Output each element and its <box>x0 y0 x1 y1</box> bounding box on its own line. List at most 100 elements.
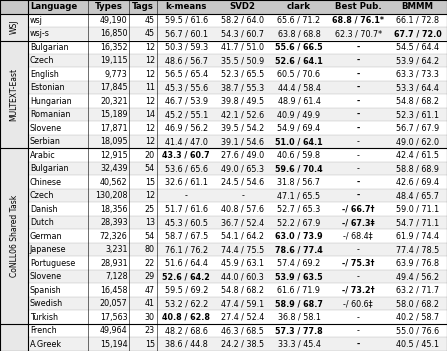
Text: 38.7 / 55.3: 38.7 / 55.3 <box>221 83 264 92</box>
Text: 15: 15 <box>145 340 155 349</box>
Text: Swedish: Swedish <box>30 299 63 308</box>
Text: 59.5 / 61.6: 59.5 / 61.6 <box>164 16 208 25</box>
Text: 41: 41 <box>145 299 155 308</box>
Text: 12: 12 <box>145 124 155 133</box>
Text: 48.2 / 68.6: 48.2 / 68.6 <box>165 326 208 335</box>
Text: -: - <box>357 245 359 254</box>
Text: 76.1 / 76.2: 76.1 / 76.2 <box>164 245 208 254</box>
Text: 49.0 / 65.3: 49.0 / 65.3 <box>221 164 264 173</box>
Text: 40,562: 40,562 <box>100 178 128 187</box>
Text: 57.4 / 69.2: 57.4 / 69.2 <box>277 259 320 268</box>
Text: 39.1 / 54.6: 39.1 / 54.6 <box>221 137 264 146</box>
Text: -: - <box>357 340 360 349</box>
Text: 42.4 / 61.5: 42.4 / 61.5 <box>396 151 439 160</box>
Text: SVD2: SVD2 <box>230 2 256 11</box>
Text: 52.6 / 64.1: 52.6 / 64.1 <box>275 56 323 65</box>
Text: 24.2 / 38.5: 24.2 / 38.5 <box>221 340 264 349</box>
Text: 51.7 / 61.6: 51.7 / 61.6 <box>165 205 208 214</box>
Text: -: - <box>357 151 359 160</box>
Text: 33.3 / 45.4: 33.3 / 45.4 <box>278 340 320 349</box>
Text: -: - <box>357 110 360 119</box>
Text: 12: 12 <box>145 137 155 146</box>
Text: 59.5 / 69.2: 59.5 / 69.2 <box>164 286 208 295</box>
Text: 59.0 / 71.1: 59.0 / 71.1 <box>396 205 439 214</box>
Text: -/ 67.3‡: -/ 67.3‡ <box>342 218 375 227</box>
Text: 55.0 / 76.6: 55.0 / 76.6 <box>396 326 439 335</box>
Text: BMMM: BMMM <box>401 2 434 11</box>
Text: 44.4 / 58.4: 44.4 / 58.4 <box>278 83 320 92</box>
Text: 31.8 / 56.7: 31.8 / 56.7 <box>278 178 320 187</box>
Text: 53.9 / 64.2: 53.9 / 64.2 <box>396 56 439 65</box>
Text: 40.6 / 59.8: 40.6 / 59.8 <box>278 151 320 160</box>
Text: 12,915: 12,915 <box>100 151 128 160</box>
Text: 58.2 / 64.0: 58.2 / 64.0 <box>221 16 264 25</box>
Text: 58.7 / 67.5: 58.7 / 67.5 <box>164 232 208 241</box>
Text: 54: 54 <box>145 232 155 241</box>
Text: 130,208: 130,208 <box>95 191 128 200</box>
Text: -: - <box>357 70 360 79</box>
Text: Danish: Danish <box>30 205 58 214</box>
Text: 60.5 / 70.6: 60.5 / 70.6 <box>278 70 320 79</box>
Text: 48.9 / 61.4: 48.9 / 61.4 <box>278 97 320 106</box>
Text: 45.3 / 60.5: 45.3 / 60.5 <box>165 218 208 227</box>
Text: 49,190: 49,190 <box>100 16 128 25</box>
Text: 52.3 / 65.5: 52.3 / 65.5 <box>221 70 264 79</box>
Text: Arabic: Arabic <box>30 151 56 160</box>
Text: 45.9 / 63.1: 45.9 / 63.1 <box>221 259 264 268</box>
Text: 51.6 / 64.4: 51.6 / 64.4 <box>165 259 208 268</box>
Bar <box>28 27 447 40</box>
Text: Language: Language <box>30 2 77 11</box>
Text: German: German <box>30 232 63 241</box>
Text: 68.8 / 76.1*: 68.8 / 76.1* <box>332 16 384 25</box>
Text: 80: 80 <box>145 245 155 254</box>
Text: 61.9 / 74.4: 61.9 / 74.4 <box>396 232 439 241</box>
Bar <box>28 162 447 176</box>
Bar <box>28 67 447 81</box>
Text: 78.6 / 77.4: 78.6 / 77.4 <box>275 245 323 254</box>
Text: 67.7 / 72.0: 67.7 / 72.0 <box>393 29 441 38</box>
Text: 7,128: 7,128 <box>105 272 128 281</box>
Text: 65.6 / 71.2: 65.6 / 71.2 <box>278 16 320 25</box>
Bar <box>28 13 447 27</box>
Text: -/ 68.4‡: -/ 68.4‡ <box>343 232 373 241</box>
Text: -: - <box>241 191 244 200</box>
Text: -: - <box>357 83 360 92</box>
Text: 45: 45 <box>145 29 155 38</box>
Text: MULTEXT-East: MULTEXT-East <box>9 68 19 121</box>
Text: 18,095: 18,095 <box>100 137 128 146</box>
Text: 56.7 / 67.9: 56.7 / 67.9 <box>396 124 439 133</box>
Text: 15: 15 <box>145 178 155 187</box>
Text: French: French <box>30 326 57 335</box>
Text: 45: 45 <box>145 16 155 25</box>
Text: 29: 29 <box>144 272 155 281</box>
Bar <box>28 121 447 135</box>
Text: 63.9 / 76.8: 63.9 / 76.8 <box>396 259 439 268</box>
Text: 63.0 / 73.9: 63.0 / 73.9 <box>275 232 323 241</box>
Text: -: - <box>357 56 360 65</box>
Text: 40.9 / 49.9: 40.9 / 49.9 <box>278 110 320 119</box>
Text: 12: 12 <box>145 97 155 106</box>
Text: 45.2 / 55.1: 45.2 / 55.1 <box>164 110 208 119</box>
Text: 18,356: 18,356 <box>100 205 128 214</box>
Text: 58.8 / 68.9: 58.8 / 68.9 <box>396 164 439 173</box>
Text: -: - <box>357 97 360 106</box>
Text: Slovene: Slovene <box>30 272 62 281</box>
Text: 77.4 / 78.5: 77.4 / 78.5 <box>396 245 439 254</box>
Text: wsj-s: wsj-s <box>30 29 50 38</box>
Text: 72,326: 72,326 <box>100 232 128 241</box>
Text: Spanish: Spanish <box>30 286 62 295</box>
Text: clark: clark <box>287 2 311 11</box>
Text: 49.0 / 62.0: 49.0 / 62.0 <box>396 137 439 146</box>
Text: 12: 12 <box>145 56 155 65</box>
Text: -: - <box>357 137 359 146</box>
Text: 74.4 / 75.5: 74.4 / 75.5 <box>221 245 264 254</box>
Text: 17,871: 17,871 <box>100 124 128 133</box>
Text: 41.7 / 51.0: 41.7 / 51.0 <box>221 43 264 52</box>
Text: 66.1 / 72.8: 66.1 / 72.8 <box>396 16 439 25</box>
Text: 54.8 / 68.2: 54.8 / 68.2 <box>396 97 439 106</box>
Text: -: - <box>357 313 359 322</box>
Text: 28,393: 28,393 <box>100 218 128 227</box>
Text: 45.3 / 55.6: 45.3 / 55.6 <box>164 83 208 92</box>
Text: 63.2 / 71.7: 63.2 / 71.7 <box>396 286 439 295</box>
Text: 49.4 / 56.2: 49.4 / 56.2 <box>396 272 439 281</box>
